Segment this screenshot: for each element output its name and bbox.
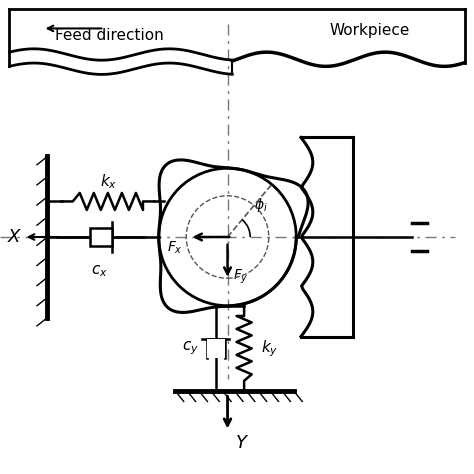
Text: $X$: $X$ xyxy=(7,228,22,246)
Text: $k_x$: $k_x$ xyxy=(100,173,118,191)
Text: $Y$: $Y$ xyxy=(235,434,249,452)
Text: $F_y$: $F_y$ xyxy=(233,268,249,286)
Text: $k_y$: $k_y$ xyxy=(261,338,278,359)
Text: $c_y$: $c_y$ xyxy=(182,339,199,357)
Text: $c_x$: $c_x$ xyxy=(91,263,108,279)
Text: $\phi_i$: $\phi_i$ xyxy=(255,196,268,214)
Bar xyxy=(90,228,112,246)
Text: $F_x$: $F_x$ xyxy=(167,239,182,256)
Bar xyxy=(207,339,225,358)
Text: Workpiece: Workpiece xyxy=(329,23,410,38)
Text: Feed direction: Feed direction xyxy=(55,28,164,43)
